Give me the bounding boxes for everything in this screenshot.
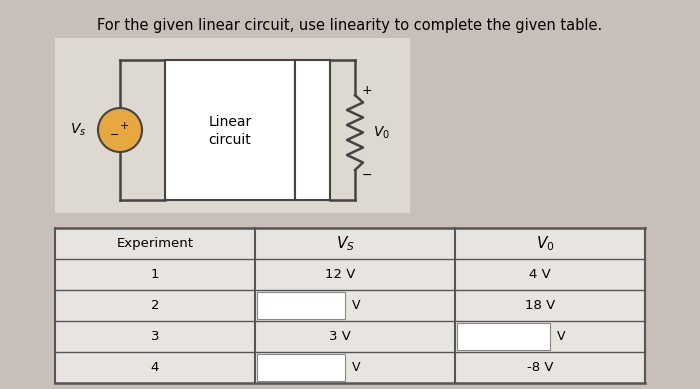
Text: $V_S$: $V_S$	[335, 234, 354, 253]
Text: +: +	[119, 121, 129, 131]
Text: 4: 4	[150, 361, 159, 374]
Text: 3: 3	[150, 330, 160, 343]
Text: 12 V: 12 V	[325, 268, 355, 281]
Text: 3 V: 3 V	[329, 330, 351, 343]
Text: 4 V: 4 V	[529, 268, 551, 281]
Text: -8 V: -8 V	[526, 361, 553, 374]
Bar	[457, 323, 550, 350]
Text: −: −	[362, 168, 372, 182]
Text: −: −	[111, 130, 120, 140]
Text: +: +	[362, 84, 372, 96]
Text: V: V	[352, 299, 361, 312]
Text: 2: 2	[150, 299, 160, 312]
Text: Experiment: Experiment	[116, 237, 193, 250]
Text: $V_s$: $V_s$	[69, 122, 86, 138]
Bar	[295, 60, 330, 200]
Text: 18 V: 18 V	[525, 299, 555, 312]
Text: Linear: Linear	[209, 115, 251, 129]
Text: circuit: circuit	[209, 133, 251, 147]
Bar	[55, 38, 410, 213]
Bar	[257, 292, 345, 319]
Bar	[165, 60, 295, 200]
Bar	[55, 228, 645, 383]
Text: 1: 1	[150, 268, 160, 281]
Circle shape	[98, 108, 142, 152]
Bar	[257, 354, 345, 381]
Text: V: V	[352, 361, 361, 374]
Text: For the given linear circuit, use linearity to complete the given table.: For the given linear circuit, use linear…	[97, 18, 603, 33]
Text: V: V	[557, 330, 566, 343]
Text: $V_0$: $V_0$	[536, 234, 554, 253]
Text: $V_0$: $V_0$	[373, 124, 390, 141]
